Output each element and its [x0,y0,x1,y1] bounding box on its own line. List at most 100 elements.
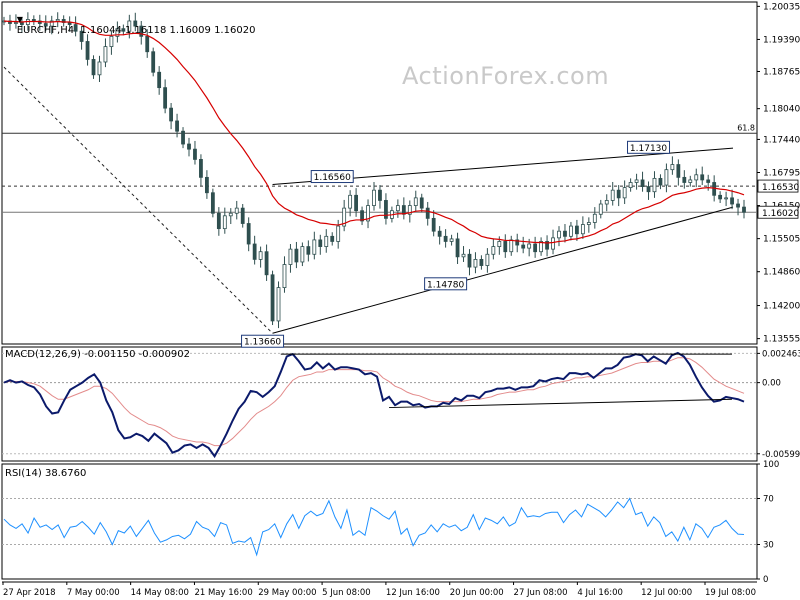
macd-tick-label: 0.002463 [762,349,800,359]
price-tick-label: 1.15505 [763,235,800,245]
candle-body [473,258,478,268]
candle-body [694,174,699,181]
candle-body [240,207,245,224]
candle-body [109,35,114,48]
candle-body [604,200,609,205]
candle-body [664,169,669,186]
rsi-line [3,497,745,557]
candle-body [276,287,281,322]
candle-body [252,243,257,260]
candle-body [592,213,597,223]
candle-body [97,61,102,76]
fibonacci-618-label: 61.8 [737,123,755,132]
candle-body [658,177,663,186]
candle-body [449,238,454,242]
wedge-support-trendline [272,206,734,334]
rsi-tick-label: 70 [763,495,774,505]
candle-body [545,241,549,250]
candle-body [14,22,18,24]
candle-body [372,189,376,206]
candle-body [264,251,269,276]
macd-bottom-trendline [389,398,732,409]
candle-body [258,251,263,260]
time-tick-label: 12 Jun 16:00 [386,588,440,598]
candle-body [730,197,734,205]
macd-line [3,351,745,459]
candle-body [580,224,585,235]
candle-body [569,225,573,237]
candle-body [163,87,168,109]
candle-body [366,205,370,222]
candle-body [461,253,466,258]
candle-body [228,212,233,217]
time-tick-label: 12 Jul 00:00 [641,588,692,598]
price-tick-label: 1.19390 [763,35,800,45]
moving-average-line [3,20,745,244]
resistance-price-tag-box [757,179,799,193]
candle-body [360,210,364,222]
price-tick-label: 1.13555 [763,335,800,345]
candle-body [700,174,705,181]
candle-body [318,239,323,247]
candle-body [425,207,430,219]
candle-body [49,20,54,27]
candle-body [557,230,561,239]
candle-body [193,148,197,160]
main-pane-frame [1,1,758,345]
candle-body [539,241,543,253]
time-tick-label: 20 Jun 00:00 [450,588,504,598]
candle-body [306,246,311,255]
candle-body [181,130,185,145]
level-annotation-box [310,170,354,184]
level-annotation-label: 1.13660 [244,338,281,348]
price-tick-label: 1.14860 [763,268,800,278]
candle-body [288,248,293,265]
main-pane-title-text: EURCHF,H4 1.16044 1.16118 1.16009 1.1602… [16,25,256,36]
main-pane-arrow-icon: ▼ [16,15,23,24]
candle-body [395,205,400,212]
candle-body [312,239,317,255]
candle-body [688,179,693,183]
rsi-tick-label: 30 [763,541,774,551]
candle-body [175,120,179,132]
candle-body [199,159,203,178]
candle-body [521,244,526,249]
time-tick-label: 7 May 00:00 [67,588,120,598]
candle-body [467,253,472,268]
time-tick-label: 29 May 00:00 [258,588,316,598]
macd-tick-label: -0.005992 [762,450,800,460]
candle-body [336,225,341,242]
candle-body [742,206,746,213]
candle-body [598,203,603,215]
candle-body [73,24,78,32]
candle-body [282,264,287,288]
candle-body [115,28,120,37]
candle-body [628,182,633,189]
candle-body [586,222,591,225]
candle-body [491,246,496,255]
candle-body [270,274,275,322]
price-tick-label: 1.18765 [763,67,800,77]
current-price-tag-box [757,205,799,219]
time-tick-label: 27 Apr 2018 [3,588,56,598]
level-annotation-box [424,277,468,291]
candle-body [401,205,406,215]
time-tick-label: 5 Jun 08:00 [322,588,371,598]
level-annotation-box [241,334,285,348]
candle-body [509,239,514,253]
rsi-tick-label: 0 [763,575,768,585]
time-tick-label: 14 May 08:00 [131,588,189,598]
candle-body [634,179,639,183]
candle-body [515,239,520,246]
candle-body [121,28,126,32]
candle-body [652,177,657,193]
macd-signal-line [3,357,745,447]
candle-body [79,30,84,42]
candle-body [419,197,424,209]
candle-body [443,235,448,242]
candle-body [455,238,460,258]
candle-body [479,258,484,266]
candle-body [485,253,490,266]
candle-body [616,189,621,199]
